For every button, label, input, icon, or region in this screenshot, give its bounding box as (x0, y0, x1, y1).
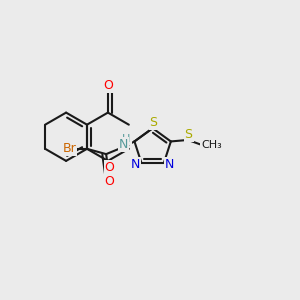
Text: N: N (164, 158, 174, 171)
Text: S: S (149, 116, 158, 129)
Text: O: O (103, 79, 113, 92)
Text: Br: Br (62, 142, 76, 155)
Text: O: O (105, 161, 115, 175)
Text: N: N (131, 158, 140, 171)
Text: O: O (105, 175, 115, 188)
Text: S: S (184, 128, 193, 141)
Text: H: H (122, 134, 130, 144)
Text: N: N (119, 138, 128, 151)
Text: CH₃: CH₃ (201, 140, 222, 150)
